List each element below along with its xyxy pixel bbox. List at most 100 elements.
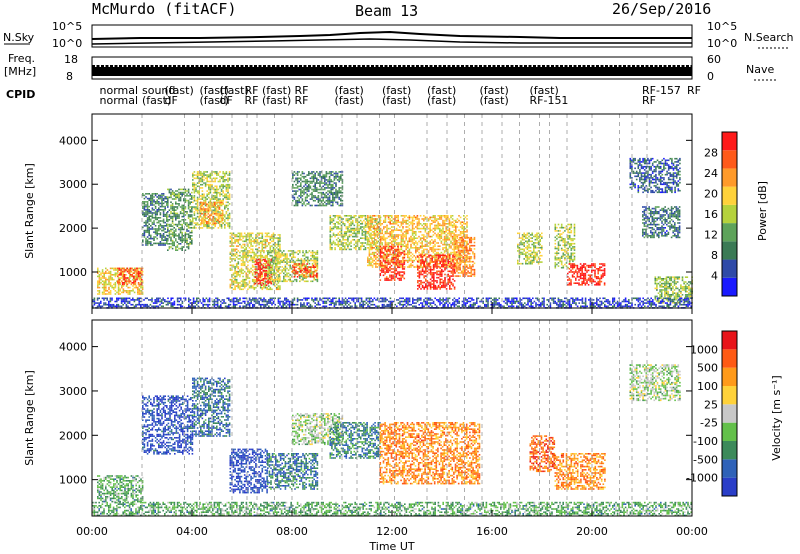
power-cell bbox=[437, 215, 439, 217]
power-cell bbox=[181, 246, 183, 248]
power-cell bbox=[453, 245, 455, 247]
power-cell bbox=[384, 277, 386, 280]
power-cell bbox=[214, 211, 216, 213]
power-cell bbox=[320, 196, 323, 199]
power-cell bbox=[158, 220, 160, 222]
power-cell bbox=[201, 196, 204, 199]
power-cell bbox=[394, 221, 396, 223]
power-cell bbox=[325, 195, 328, 197]
power-cell bbox=[351, 223, 354, 225]
power-cell bbox=[97, 275, 99, 278]
power-cell bbox=[448, 224, 451, 227]
power-cell bbox=[161, 229, 163, 232]
power-cell bbox=[227, 183, 229, 186]
power-cell bbox=[100, 277, 102, 279]
power-cell bbox=[432, 251, 435, 254]
power-cell bbox=[231, 240, 233, 243]
power-cell bbox=[337, 216, 340, 219]
power-cell bbox=[448, 229, 451, 231]
power-cell bbox=[374, 224, 376, 227]
power-cell bbox=[203, 175, 205, 178]
power-cell bbox=[262, 265, 265, 267]
power-cell bbox=[356, 231, 359, 233]
power-cell bbox=[121, 286, 123, 289]
power-cell bbox=[312, 196, 315, 199]
power-cell bbox=[113, 283, 115, 286]
power-cell bbox=[191, 214, 193, 216]
power-cell bbox=[407, 255, 409, 257]
power-cell bbox=[264, 280, 267, 283]
power-cell bbox=[263, 262, 265, 265]
power-cell bbox=[311, 270, 314, 273]
power-cell bbox=[383, 219, 385, 222]
power-cell bbox=[196, 177, 199, 180]
power-cell bbox=[251, 240, 254, 243]
power-cell bbox=[224, 174, 226, 176]
power-cell bbox=[237, 245, 240, 247]
power-cell bbox=[451, 235, 454, 238]
power-cell bbox=[158, 204, 160, 206]
power-cell bbox=[426, 240, 428, 243]
power-cell bbox=[271, 288, 273, 291]
freq-panel: Freq. [MHz] 18 8 60 0 Nave bbox=[4, 52, 778, 83]
power-cell bbox=[305, 259, 307, 262]
power-cell bbox=[257, 276, 260, 278]
power-cell bbox=[150, 202, 152, 205]
power-cell bbox=[178, 203, 180, 205]
power-cell bbox=[220, 225, 223, 228]
power-cell bbox=[239, 286, 241, 289]
power-cell bbox=[463, 227, 465, 230]
power-cell bbox=[348, 215, 351, 217]
power-cell bbox=[295, 201, 297, 204]
power-cell bbox=[258, 232, 260, 235]
power-cell bbox=[162, 234, 165, 237]
power-cell bbox=[453, 224, 455, 227]
power-cell bbox=[413, 255, 415, 257]
power-cell bbox=[350, 229, 352, 231]
power-cell bbox=[324, 175, 326, 178]
power-cell bbox=[200, 177, 202, 180]
power-cell bbox=[208, 188, 210, 191]
power-cell bbox=[299, 266, 301, 268]
power-cell bbox=[295, 266, 297, 268]
power-cell bbox=[455, 231, 457, 233]
power-cell bbox=[101, 286, 104, 289]
power-cell bbox=[292, 256, 295, 259]
power-cell bbox=[264, 274, 266, 277]
power-cell bbox=[407, 232, 409, 235]
power-cell bbox=[376, 248, 379, 251]
power-cell bbox=[386, 226, 388, 228]
power-cell bbox=[410, 221, 412, 223]
power-cell bbox=[213, 203, 216, 205]
power-cell bbox=[443, 263, 446, 265]
power-cell bbox=[266, 234, 268, 236]
power-cell bbox=[379, 266, 382, 268]
power-cell bbox=[395, 248, 398, 251]
power-cell bbox=[314, 188, 316, 191]
power-cell bbox=[216, 185, 218, 188]
power-cell bbox=[154, 242, 157, 245]
power-cell bbox=[187, 244, 190, 247]
power-cell bbox=[303, 274, 305, 276]
power-cell bbox=[275, 259, 278, 262]
power-cell bbox=[415, 234, 417, 236]
power-cell bbox=[128, 272, 130, 274]
power-cell bbox=[166, 237, 168, 240]
power-cell bbox=[148, 226, 150, 229]
power-cell bbox=[304, 196, 307, 199]
power-cell bbox=[173, 230, 175, 232]
power-cell bbox=[450, 223, 452, 225]
power-cell bbox=[313, 258, 315, 260]
power-cell bbox=[391, 229, 393, 231]
power-cell bbox=[234, 234, 236, 236]
power-cell bbox=[330, 172, 332, 175]
power-cell bbox=[217, 207, 220, 210]
power-cell bbox=[265, 262, 268, 264]
power-cell bbox=[371, 234, 374, 236]
power-cell bbox=[153, 228, 155, 230]
power-cell bbox=[273, 256, 275, 259]
power-cell bbox=[304, 179, 307, 181]
power-cell bbox=[371, 226, 374, 228]
power-cell bbox=[329, 243, 332, 246]
power-cell bbox=[138, 278, 141, 281]
